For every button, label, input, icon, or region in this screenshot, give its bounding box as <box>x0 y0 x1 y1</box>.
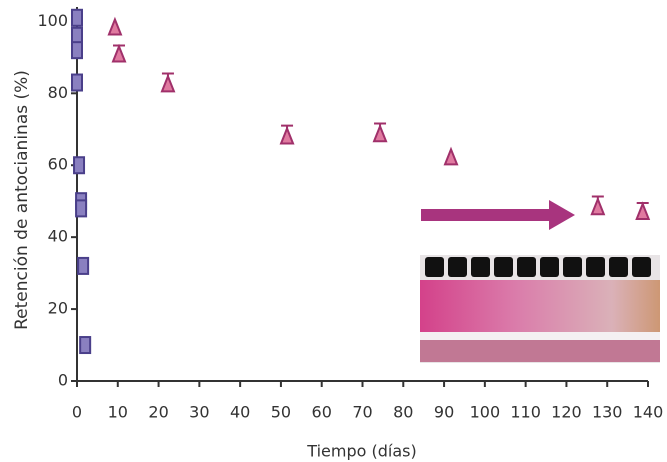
triangle-point <box>445 149 457 164</box>
y-tick-label: 80 <box>48 83 68 102</box>
triangle-point <box>637 204 649 219</box>
square-point <box>80 337 90 353</box>
y-axis-label: Retención de antocianinas (%) <box>12 70 32 330</box>
x-tick-label: 90 <box>434 403 454 422</box>
x-tick-label: 40 <box>230 403 250 422</box>
triangle-point <box>109 19 121 34</box>
arrow <box>421 200 575 230</box>
triangle-point <box>592 199 604 214</box>
y-tick-label: 0 <box>58 371 68 390</box>
y-tick-label: 40 <box>48 227 68 246</box>
x-tick-label: 60 <box>312 403 332 422</box>
x-tick-label: 110 <box>510 403 541 422</box>
square-point <box>78 258 88 274</box>
square-point <box>72 75 82 91</box>
square-point <box>72 10 82 26</box>
inset-photo <box>420 255 660 363</box>
x-tick-label: 0 <box>72 403 82 422</box>
square-point <box>72 42 82 58</box>
x-axis-label: Tiempo (días) <box>306 442 416 461</box>
x-tick-label: 130 <box>592 403 623 422</box>
chart: Tiempo (días) Retención de antocianinas … <box>0 0 667 462</box>
triangle-point <box>162 76 174 91</box>
x-tick-label: 20 <box>148 403 168 422</box>
square-point <box>74 157 84 173</box>
x-tick-label: 80 <box>393 403 413 422</box>
triangle-point <box>281 128 293 143</box>
x-tick-label: 30 <box>189 403 209 422</box>
x-tick-label: 10 <box>108 403 128 422</box>
x-tick-label: 100 <box>470 403 501 422</box>
y-tick-label: 60 <box>48 155 68 174</box>
x-tick-label: 50 <box>271 403 291 422</box>
x-tick-label: 120 <box>551 403 582 422</box>
y-tick-label: 20 <box>48 299 68 318</box>
y-tick-label: 100 <box>37 11 68 30</box>
x-tick-label: 140 <box>633 403 664 422</box>
triangle-point <box>113 46 125 61</box>
square-point <box>76 200 86 216</box>
x-tick-label: 70 <box>352 403 372 422</box>
triangle-point <box>374 126 386 141</box>
